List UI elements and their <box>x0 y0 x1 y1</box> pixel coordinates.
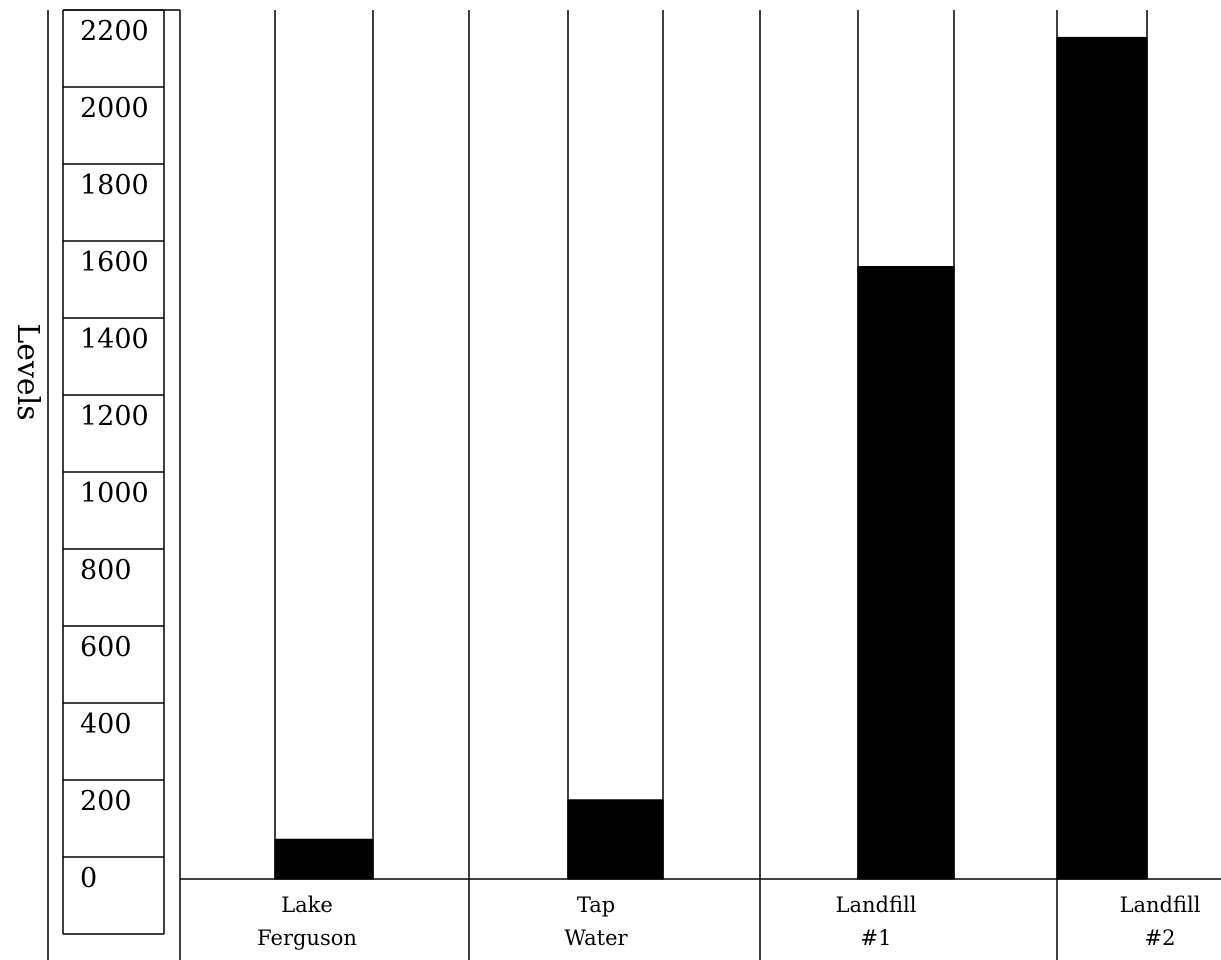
y-tick-label: 1400 <box>80 324 149 355</box>
y-tick-label: 1800 <box>80 170 149 201</box>
y-axis-label: Levels <box>10 323 45 420</box>
y-tick-label: 400 <box>80 709 132 740</box>
y-tick-label: 0 <box>80 863 97 894</box>
y-tick-label: 200 <box>80 786 132 817</box>
y-tick-label: 1600 <box>80 247 149 278</box>
x-category-label: Landfill <box>1120 893 1201 917</box>
y-tick-label: 800 <box>80 555 132 586</box>
x-category-label: Landfill <box>836 893 917 917</box>
y-axis-tick-column: 2200200018001600140012001000800600400200… <box>62 9 165 935</box>
category-labels: Lake Ferguson Tap Water Landfill #1 Landfill #2 <box>257 893 1201 950</box>
bar <box>1056 36 1148 880</box>
x-category-label: Ferguson <box>257 926 357 950</box>
x-category-label: #2 <box>1145 926 1176 950</box>
y-tick-label: 1000 <box>80 478 149 509</box>
y-tick-label: 600 <box>80 632 132 663</box>
x-category-label: Lake <box>281 893 333 917</box>
x-category-label: #1 <box>861 926 892 950</box>
y-tick-label: 1200 <box>80 401 149 432</box>
y-tick-label: 2200 <box>80 16 149 47</box>
bar <box>567 799 664 880</box>
bars <box>274 36 1148 880</box>
bar <box>274 838 374 880</box>
x-category-label: Water <box>564 926 628 950</box>
x-category-label: Tap <box>577 893 615 917</box>
y-tick-label: 2000 <box>80 93 149 124</box>
bar <box>857 266 955 880</box>
bar-slot-outlines <box>274 10 1148 879</box>
category-section-lines <box>468 10 1058 960</box>
